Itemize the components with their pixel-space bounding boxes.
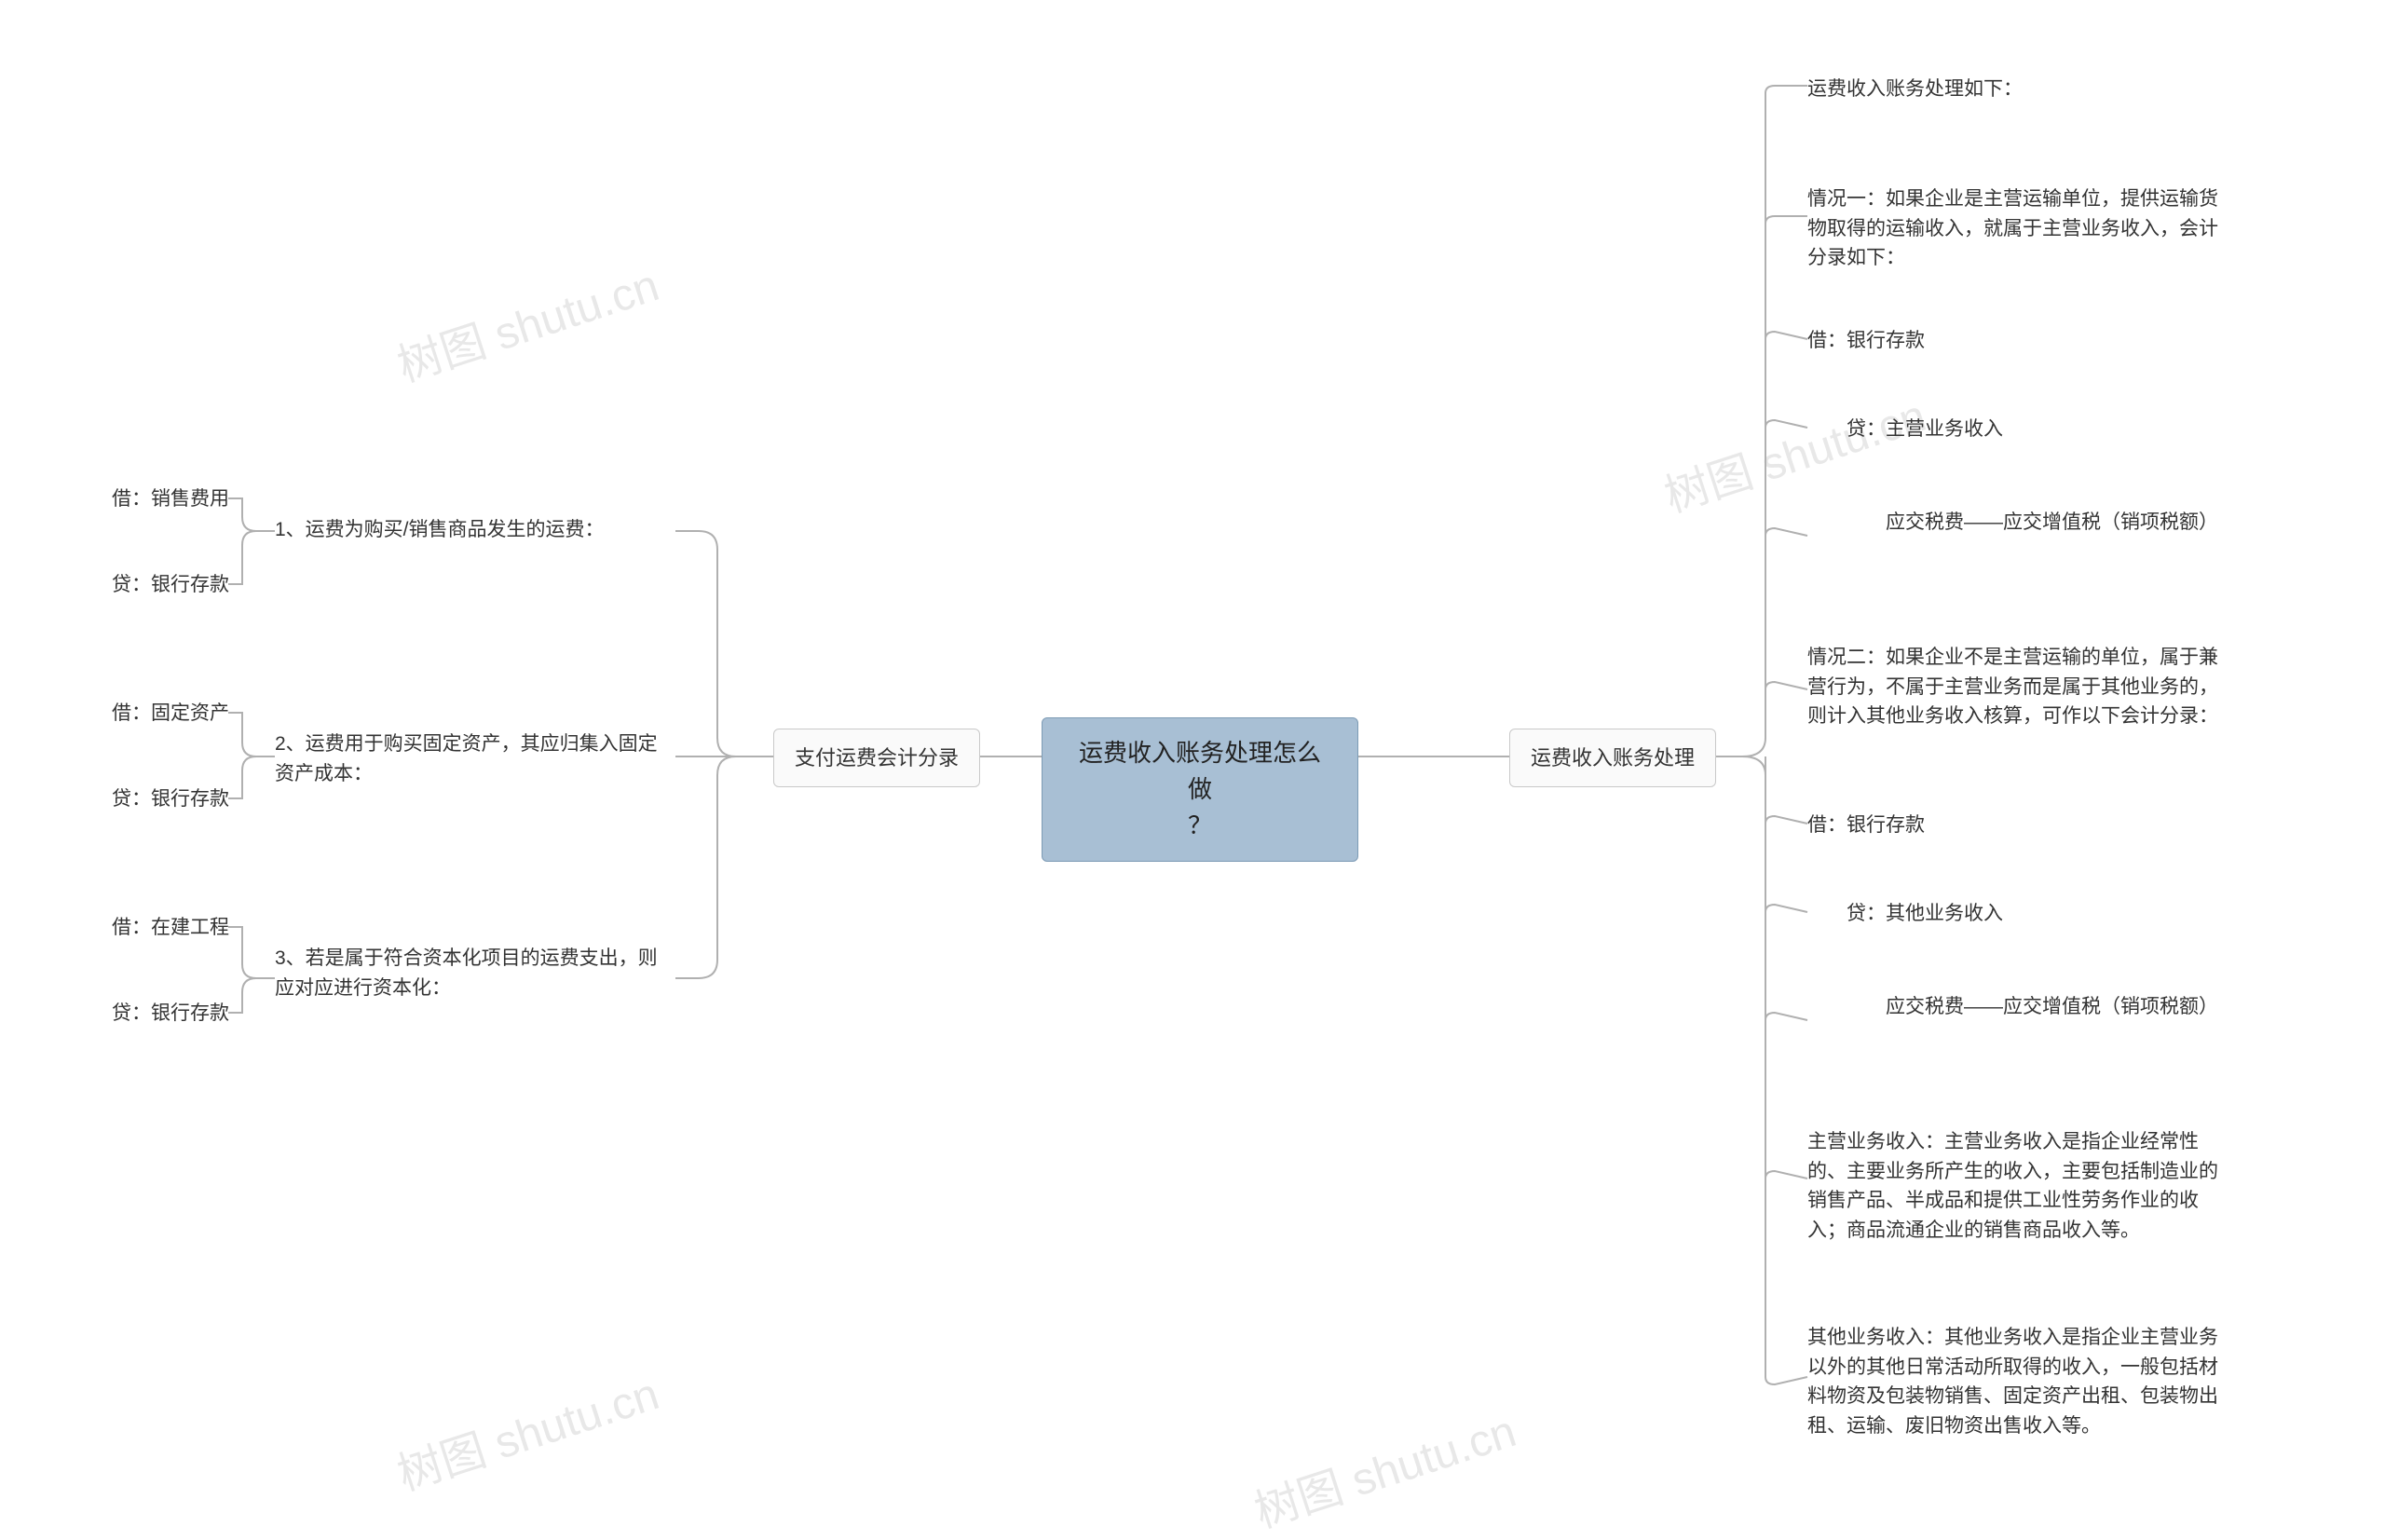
right-branch[interactable]: 运费收入账务处理 xyxy=(1509,729,1716,787)
right-child-11: 其他业务收入：其他业务收入是指企业主营业务以外的其他日常活动所取得的收入，一般包… xyxy=(1807,1323,2236,1440)
right-child-4: 贷：主营业务收入 xyxy=(1807,415,2236,444)
right-child-1: 运费收入账务处理如下： xyxy=(1807,75,2236,104)
left-leaf: 贷：银行存款 xyxy=(112,784,229,814)
left-leaf: 借：固定资产 xyxy=(112,699,229,729)
watermark: 树图 shutu.cn xyxy=(388,1357,665,1503)
right-child-3: 借：银行存款 xyxy=(1807,326,2236,356)
watermark: 树图 shutu.cn xyxy=(1245,1395,1522,1540)
left-leaf: 贷：银行存款 xyxy=(112,999,229,1029)
right-child-2: 情况一：如果企业是主营运输单位，提供运输货物取得的运输收入，就属于主营业务收入，… xyxy=(1807,184,2236,273)
left-branch[interactable]: 支付运费会计分录 xyxy=(773,729,980,787)
watermark: 树图 shutu.cn xyxy=(388,249,665,394)
left-leaf: 贷：银行存款 xyxy=(112,570,229,600)
right-child-8: 贷：其他业务收入 xyxy=(1807,899,2236,929)
left-leaf: 借：销售费用 xyxy=(112,484,229,514)
left-child-3[interactable]: 3、若是属于符合资本化项目的运费支出，则应对应进行资本化： xyxy=(275,944,675,1002)
right-child-6: 情况二：如果企业不是主营运输的单位，属于兼营行为，不属于主营业务而是属于其他业务… xyxy=(1807,643,2236,731)
root-label-line2: ？ xyxy=(1188,811,1212,839)
left-leaf: 借：在建工程 xyxy=(112,913,229,943)
right-child-7: 借：银行存款 xyxy=(1807,811,2236,840)
right-branch-label: 运费收入账务处理 xyxy=(1531,746,1695,770)
right-child-10: 主营业务收入：主营业务收入是指企业经常性的、主要业务所产生的收入，主要包括制造业… xyxy=(1807,1127,2236,1245)
left-child-2[interactable]: 2、运费用于购买固定资产，其应归集入固定资产成本： xyxy=(275,729,675,788)
root-label-line1: 运费收入账务处理怎么做 xyxy=(1079,739,1321,803)
root-node[interactable]: 运费收入账务处理怎么做 ？ xyxy=(1042,717,1358,862)
right-child-9: 应交税费——应交增值税（销项税额） xyxy=(1807,992,2236,1022)
right-child-5: 应交税费——应交增值税（销项税额） xyxy=(1807,508,2236,538)
left-branch-label: 支付运费会计分录 xyxy=(795,746,959,770)
watermark: 树图 shutu.cn xyxy=(1655,379,1932,525)
left-child-1[interactable]: 1、运费为购买/销售商品发生的运费： xyxy=(275,515,675,545)
